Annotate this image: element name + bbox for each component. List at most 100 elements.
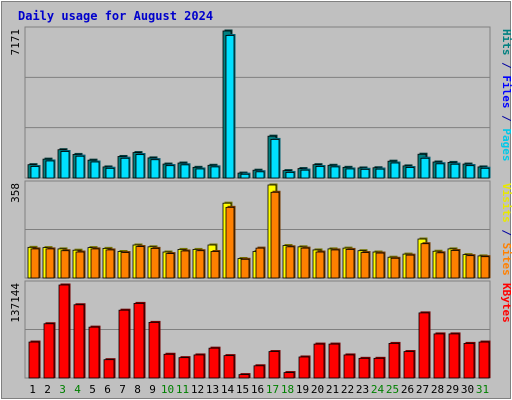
x-tick-label: 26 bbox=[401, 383, 414, 396]
legend-bot: KBytes bbox=[500, 283, 512, 323]
bar-sites-4 bbox=[75, 250, 86, 279]
bar-sites-17 bbox=[270, 190, 281, 279]
bar-sites-18 bbox=[285, 245, 296, 279]
bar-pages-4 bbox=[75, 154, 86, 179]
legend-entry: Visits bbox=[500, 183, 512, 223]
bar-kbytes-22 bbox=[343, 353, 356, 379]
bar-pages-17 bbox=[270, 137, 281, 179]
bar-kbytes-29 bbox=[448, 332, 461, 379]
bar-kbytes-13 bbox=[208, 346, 221, 379]
legend-entry: / bbox=[500, 109, 512, 129]
bar-sites-13 bbox=[210, 250, 221, 279]
bar-pages-14 bbox=[225, 34, 236, 179]
bar-sites-11 bbox=[180, 249, 191, 279]
bar-pages-31 bbox=[480, 166, 491, 179]
x-tick-label: 11 bbox=[176, 383, 189, 396]
legend-entry: / bbox=[500, 223, 512, 243]
bar-kbytes-26 bbox=[403, 350, 416, 379]
legend-entry: Pages bbox=[500, 128, 512, 161]
x-tick-label: 3 bbox=[59, 383, 66, 396]
bar-sites-29 bbox=[450, 248, 461, 279]
bar-kbytes-24 bbox=[373, 356, 386, 379]
y-max-label-mid: 358 bbox=[9, 183, 22, 203]
x-tick-label: 9 bbox=[149, 383, 156, 396]
bar-pages-30 bbox=[465, 164, 476, 179]
bar-pages-1 bbox=[30, 165, 41, 179]
bar-pages-2 bbox=[45, 159, 56, 179]
x-tick-label: 18 bbox=[281, 383, 294, 396]
bar-sites-1 bbox=[30, 247, 41, 279]
x-tick-label: 31 bbox=[476, 383, 489, 396]
bar-sites-14 bbox=[225, 205, 236, 279]
legend-top: Hits / Files / Pages bbox=[500, 29, 512, 162]
bar-pages-5 bbox=[90, 160, 101, 179]
bar-pages-13 bbox=[210, 165, 221, 179]
bar-sites-5 bbox=[90, 247, 101, 279]
bar-pages-19 bbox=[300, 168, 311, 179]
bar-kbytes-10 bbox=[163, 352, 176, 379]
bar-kbytes-21 bbox=[328, 342, 341, 379]
bar-sites-10 bbox=[165, 252, 176, 279]
x-tick-label: 5 bbox=[89, 383, 96, 396]
bar-kbytes-14 bbox=[223, 354, 236, 379]
x-tick-label: 7 bbox=[119, 383, 126, 396]
bar-sites-21 bbox=[330, 248, 341, 279]
bar-kbytes-5 bbox=[88, 325, 101, 379]
bar-sites-16 bbox=[255, 246, 266, 279]
bar-sites-8 bbox=[135, 245, 146, 279]
legend-entry: / bbox=[500, 56, 512, 76]
legend-entry: Files bbox=[500, 75, 512, 108]
x-tick-label: 25 bbox=[386, 383, 399, 396]
bar-pages-26 bbox=[405, 166, 416, 179]
x-tick-label: 30 bbox=[461, 383, 474, 396]
bar-sites-25 bbox=[390, 256, 401, 279]
bar-pages-3 bbox=[60, 150, 71, 179]
x-tick-label: 22 bbox=[341, 383, 354, 396]
panel-bot: 137144 KBytes bbox=[9, 280, 512, 379]
legend-entry: KBytes bbox=[500, 283, 512, 323]
bar-sites-24 bbox=[375, 251, 386, 279]
bar-kbytes-27 bbox=[418, 311, 431, 379]
x-tick-label: 24 bbox=[371, 383, 385, 396]
bar-kbytes-19 bbox=[298, 355, 311, 379]
bar-pages-24 bbox=[375, 167, 386, 179]
y-max-label-bot: 137144 bbox=[9, 283, 22, 323]
bar-kbytes-23 bbox=[358, 356, 371, 379]
x-tick-label: 17 bbox=[266, 383, 279, 396]
x-tick-label: 1 bbox=[29, 383, 36, 396]
x-tick-label: 8 bbox=[134, 383, 141, 396]
bar-sites-31 bbox=[480, 255, 491, 279]
bar-sites-26 bbox=[405, 253, 416, 279]
bar-sites-9 bbox=[150, 246, 161, 279]
bar-kbytes-9 bbox=[148, 320, 161, 379]
bar-kbytes-20 bbox=[313, 342, 326, 379]
bar-pages-18 bbox=[285, 170, 296, 179]
bar-sites-28 bbox=[435, 251, 446, 279]
x-tick-label: 12 bbox=[191, 383, 204, 396]
bar-kbytes-30 bbox=[463, 341, 476, 379]
x-tick-label: 23 bbox=[356, 383, 369, 396]
bar-kbytes-25 bbox=[388, 341, 401, 379]
bar-kbytes-3 bbox=[58, 283, 71, 379]
plot-area-top bbox=[24, 26, 491, 179]
bar-sites-22 bbox=[345, 247, 356, 279]
legend-entry: Hits bbox=[500, 29, 512, 56]
x-tick-label: 27 bbox=[416, 383, 429, 396]
bar-kbytes-12 bbox=[193, 353, 206, 379]
bar-pages-15 bbox=[240, 172, 251, 179]
bar-pages-16 bbox=[255, 170, 266, 179]
bar-kbytes-4 bbox=[73, 303, 86, 379]
bar-pages-23 bbox=[360, 167, 371, 179]
legend-mid: Visits / Sites bbox=[500, 183, 512, 276]
bar-sites-23 bbox=[360, 251, 371, 279]
x-tick-label: 6 bbox=[104, 383, 111, 396]
bar-kbytes-2 bbox=[43, 322, 56, 379]
x-tick-label: 13 bbox=[206, 383, 219, 396]
bar-pages-22 bbox=[345, 167, 356, 179]
bar-pages-12 bbox=[195, 167, 206, 179]
bar-kbytes-28 bbox=[433, 332, 446, 379]
bar-kbytes-17 bbox=[268, 350, 281, 379]
